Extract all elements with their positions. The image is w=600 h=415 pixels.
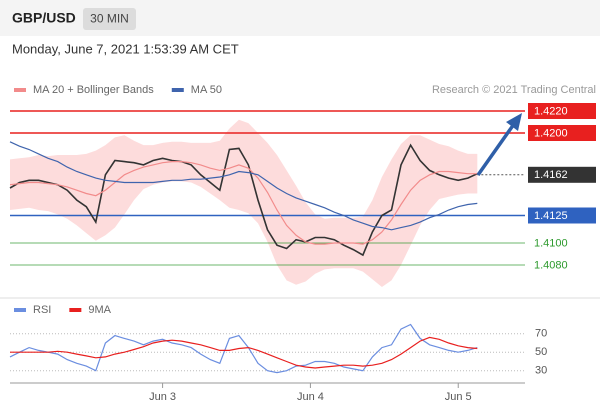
- y-tick-label: 30: [535, 365, 547, 377]
- series-line: [10, 336, 478, 369]
- symbol: GBP/USD: [12, 10, 76, 26]
- level-label-box: [528, 103, 596, 119]
- interval-button[interactable]: [83, 8, 136, 30]
- legend-label: MA 20 + Bollinger Bands: [33, 84, 154, 96]
- level-label: 1.4162: [534, 169, 568, 181]
- level-label: 1.4200: [534, 127, 568, 139]
- legend-label: 9MA: [88, 304, 111, 316]
- series-line: [9, 161, 478, 245]
- level-label: 1.4080: [534, 259, 568, 271]
- series-line: [9, 141, 478, 231]
- legend-label: MA 50: [191, 84, 222, 96]
- level-label: 1.4125: [534, 210, 568, 222]
- bollinger-band: [10, 119, 478, 287]
- series-line: [9, 323, 478, 374]
- y-tick-label: 50: [535, 346, 547, 358]
- x-tick-label: Jun 4: [297, 391, 324, 403]
- level-label: 1.4100: [534, 237, 568, 249]
- interval-label[interactable]: 30 MIN: [90, 12, 129, 26]
- rsi-plot: 30 50 70 Jun 3 Jun 4 Jun 5 RSI 9MA: [9, 304, 547, 403]
- timestamp: Monday, June 7, 2021 1:53:39 AM CET: [12, 41, 239, 56]
- legend-swatch: [171, 88, 184, 92]
- y-tick-label: 70: [535, 328, 547, 340]
- x-tick-label: Jun 5: [445, 391, 472, 403]
- x-tick-label: Jun 3: [149, 391, 176, 403]
- series-line: [9, 143, 478, 257]
- forecast-arrowhead: [506, 113, 522, 131]
- level-label-box: [528, 166, 596, 183]
- legend-swatch: [14, 308, 26, 312]
- level-label-box: [528, 125, 596, 141]
- source: Research © 2021 Trading Central: [432, 84, 596, 96]
- legend-swatch: [69, 308, 82, 312]
- forecast-arrow: [476, 122, 516, 177]
- level-label: 1.4220: [534, 105, 568, 117]
- legend-label: RSI: [33, 304, 51, 316]
- main-plot: 1.4220 1.4200 1.4162 1.4125 1.4100 1.4080 MA 2…: [9, 84, 596, 287]
- legend-swatch: [14, 88, 26, 92]
- level-label-box: [528, 207, 596, 224]
